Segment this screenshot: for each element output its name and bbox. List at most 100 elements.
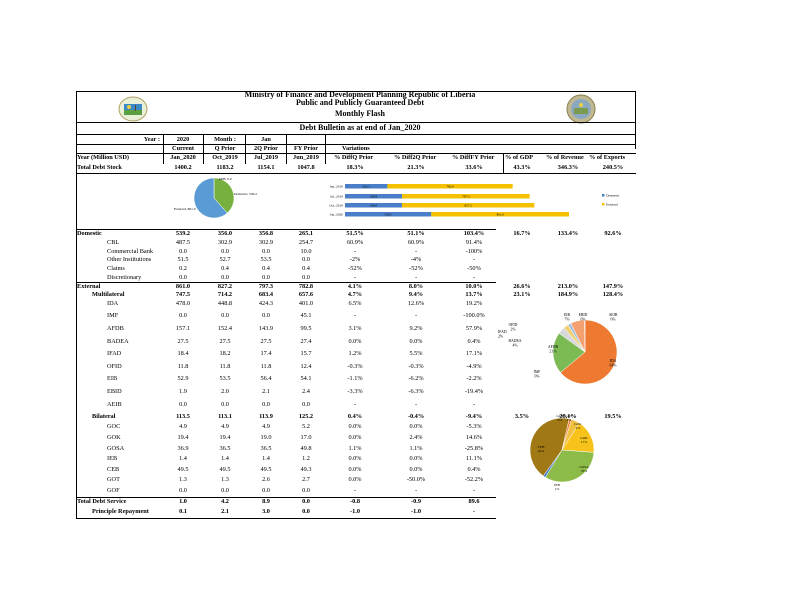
multilateral-pie-chart: IDA64%IMF0%AFDB21%BADEA4%IFAD2%OFID2%EIB… — [498, 313, 618, 385]
value-cell: 18.4 — [177, 350, 189, 358]
variation-cell: 89.6 — [468, 497, 480, 505]
grid-v3 — [245, 134, 246, 164]
value-cell: 0.0 — [302, 274, 310, 281]
pie-label-gof: GOF — [556, 414, 563, 418]
legend-label-external: External — [606, 203, 618, 207]
value-cell: 27.5 — [177, 337, 189, 345]
year-value[interactable]: 2020 — [176, 136, 190, 143]
variation-cell: 0.4% — [467, 465, 481, 473]
value-cell: 10.0 — [300, 247, 312, 255]
variation-cell: 103.4% — [463, 230, 485, 237]
value-cell: 99.5 — [300, 325, 312, 332]
sheet-top-border — [76, 91, 636, 92]
pie-label-aeib: AEIB — [609, 313, 618, 317]
value-cell: 18.2 — [219, 350, 231, 358]
pie-label-aeb: AEB, 0.0 — [218, 177, 231, 182]
variation-cell: 51.5% — [346, 230, 364, 237]
bar-value-label: 356.8 — [370, 194, 378, 198]
pie-label-badea: BADEA — [508, 339, 521, 343]
value-cell: 683.4 — [258, 291, 274, 299]
section-rule — [76, 496, 496, 498]
pie-label-afdb: AFDB — [548, 345, 559, 349]
row-label: Bilateral — [92, 413, 116, 421]
pie-label-ebid: 0% — [580, 317, 586, 321]
pie-label-ofid: 2% — [510, 327, 516, 331]
value-cell: 478.0 — [175, 299, 191, 307]
variation-cell: 14.6% — [465, 434, 483, 441]
pie-label-ieb: IEB — [554, 483, 560, 487]
ratio-cell: 16.7% — [513, 230, 531, 237]
row-label: IDA — [107, 299, 119, 307]
value-cell: 36.5 — [219, 444, 231, 452]
pie-label-ebid: EBID — [579, 313, 588, 317]
variation-cell: 0.0% — [409, 423, 423, 431]
pie-label-ida: IDA — [610, 359, 617, 363]
pie-label-aeib: 0% — [610, 317, 616, 321]
year-label: Year : — [143, 136, 160, 143]
value-cell: 0.4 — [221, 265, 229, 273]
pie-label-ifad: IFAD — [498, 330, 507, 334]
value-cell: 54.1 — [300, 375, 312, 383]
bar-value-label: 356.0 — [370, 203, 378, 207]
variation-cell: -4% — [410, 256, 422, 264]
variation-cell: 19.2% — [465, 299, 483, 307]
variation-cell: -6.3% — [408, 388, 424, 395]
seal-right-icon — [566, 94, 596, 124]
ratio-cell: 213.0% — [557, 282, 579, 290]
variation-cell: -50% — [467, 265, 481, 273]
value-cell: 49.8 — [300, 444, 312, 452]
bar-segment-domestic — [345, 203, 402, 208]
month-value[interactable]: Jan — [261, 136, 271, 143]
total-debt-stock-label: Total Debt Stock — [77, 164, 122, 171]
value-cell: 2.6 — [262, 476, 270, 484]
pie-label-ifad: 2% — [498, 334, 504, 338]
rule-1 — [76, 122, 636, 123]
value-cell: 424.3 — [258, 299, 274, 307]
value-cell: 143.9 — [258, 325, 274, 332]
variation-cell: 0.0% — [348, 434, 362, 441]
legend-swatch-external — [602, 203, 605, 206]
value-cell: 0.0 — [302, 400, 310, 408]
value-cell: 157.1 — [175, 325, 191, 332]
value-cell: 15.7 — [300, 350, 312, 358]
value-cell: 27.5 — [219, 337, 231, 345]
rule-3 — [76, 144, 636, 145]
value-cell: 487.5 — [175, 238, 191, 246]
value-cell: 19.4 — [177, 434, 189, 441]
row-label: EBID — [107, 388, 122, 395]
value-cell: 45.1 — [300, 312, 312, 320]
value-cell: 254.7 — [298, 238, 314, 246]
variation-cell: -25.8% — [464, 444, 484, 452]
value-cell: 0.0 — [179, 247, 187, 255]
pie-label-got: GOT — [565, 414, 573, 418]
col-q-prior: Q Prior — [214, 145, 236, 152]
row-label: Claims — [107, 265, 125, 273]
variation-cell: - — [472, 487, 476, 494]
value-cell: 11.8 — [260, 362, 272, 370]
liberia-seal-right — [566, 94, 596, 124]
bar-category-label: Jan_2020 — [330, 213, 344, 217]
bar-value-label: 782.8 — [446, 184, 454, 188]
value-cell: 0.0 — [221, 247, 229, 255]
value-cell: 113.9 — [259, 413, 273, 421]
value-cell: 4.2 — [221, 497, 229, 505]
value-cell: 0.4 — [262, 265, 270, 273]
bar-segment-external — [402, 194, 530, 199]
row-label-header: Year (Million USD) — [77, 154, 130, 161]
value-cell: 1.3 — [221, 476, 229, 484]
value-cell: 0.0 — [262, 274, 270, 281]
value-cell: 1.4 — [221, 455, 229, 463]
value-cell: 0.0 — [179, 312, 187, 320]
report-subtitle: Public and Publicly Guaranteed Debt — [295, 98, 424, 107]
row-label: Other Institutions — [107, 256, 152, 264]
variation-cell: - — [414, 274, 418, 281]
variation-cell: 0.0% — [409, 465, 423, 473]
value-cell: 53.5 — [260, 256, 272, 264]
col-current: Current — [172, 145, 194, 152]
ratio-cell: 184.9% — [557, 291, 579, 299]
section-rule — [76, 281, 496, 283]
variation-cell: -1.0 — [350, 508, 360, 516]
value-cell: 56.4 — [260, 375, 272, 383]
value-cell: 17.4 — [260, 350, 272, 358]
pie-slice-got — [561, 418, 572, 451]
